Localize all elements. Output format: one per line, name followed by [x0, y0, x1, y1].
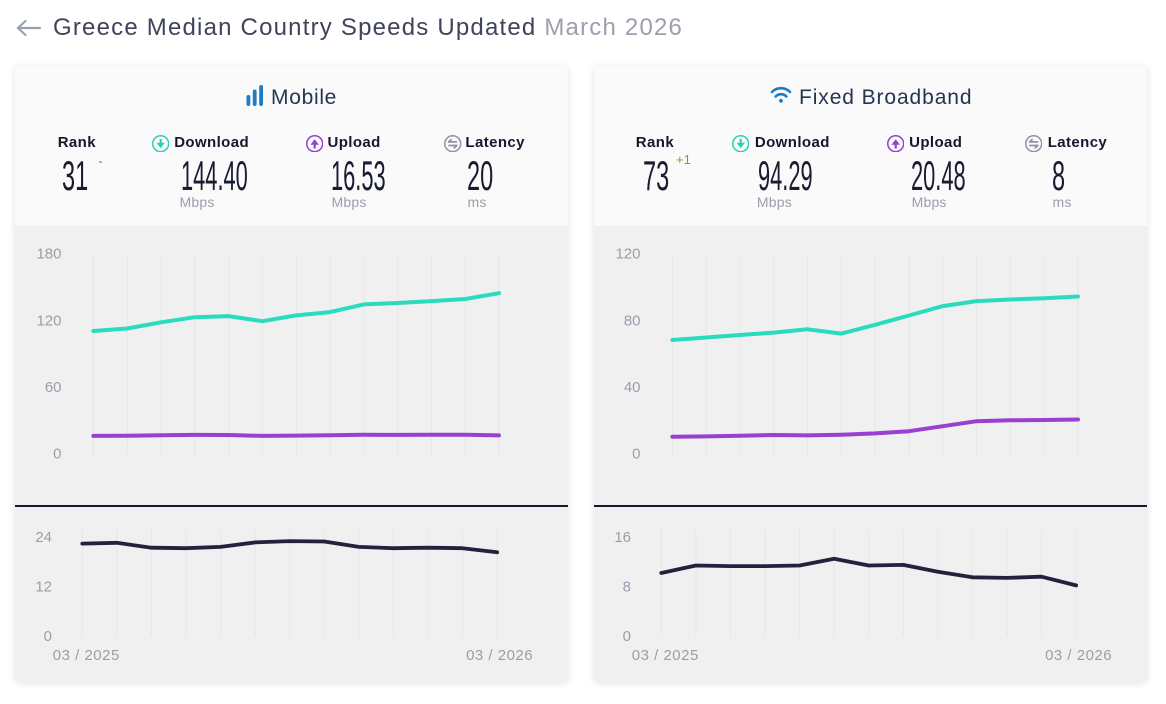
svg-text:03 / 2026: 03 / 2026 [1045, 647, 1112, 664]
svg-text:40: 40 [624, 379, 641, 396]
svg-text:80: 80 [624, 312, 641, 329]
svg-text:180: 180 [36, 246, 61, 263]
svg-text:0: 0 [632, 446, 640, 463]
svg-text:12: 12 [35, 579, 52, 596]
svg-text:0: 0 [53, 446, 61, 463]
svg-text:03 / 2026: 03 / 2026 [466, 647, 533, 664]
svg-text:120: 120 [615, 246, 640, 263]
svg-text:16: 16 [614, 529, 631, 546]
svg-text:03 / 2025: 03 / 2025 [632, 647, 699, 664]
svg-text:120: 120 [36, 312, 61, 329]
svg-text:24: 24 [35, 529, 52, 546]
svg-text:03 / 2025: 03 / 2025 [53, 647, 120, 664]
svg-text:60: 60 [45, 379, 62, 396]
svg-text:0: 0 [44, 628, 52, 645]
svg-text:0: 0 [623, 628, 631, 645]
svg-text:8: 8 [623, 579, 631, 596]
